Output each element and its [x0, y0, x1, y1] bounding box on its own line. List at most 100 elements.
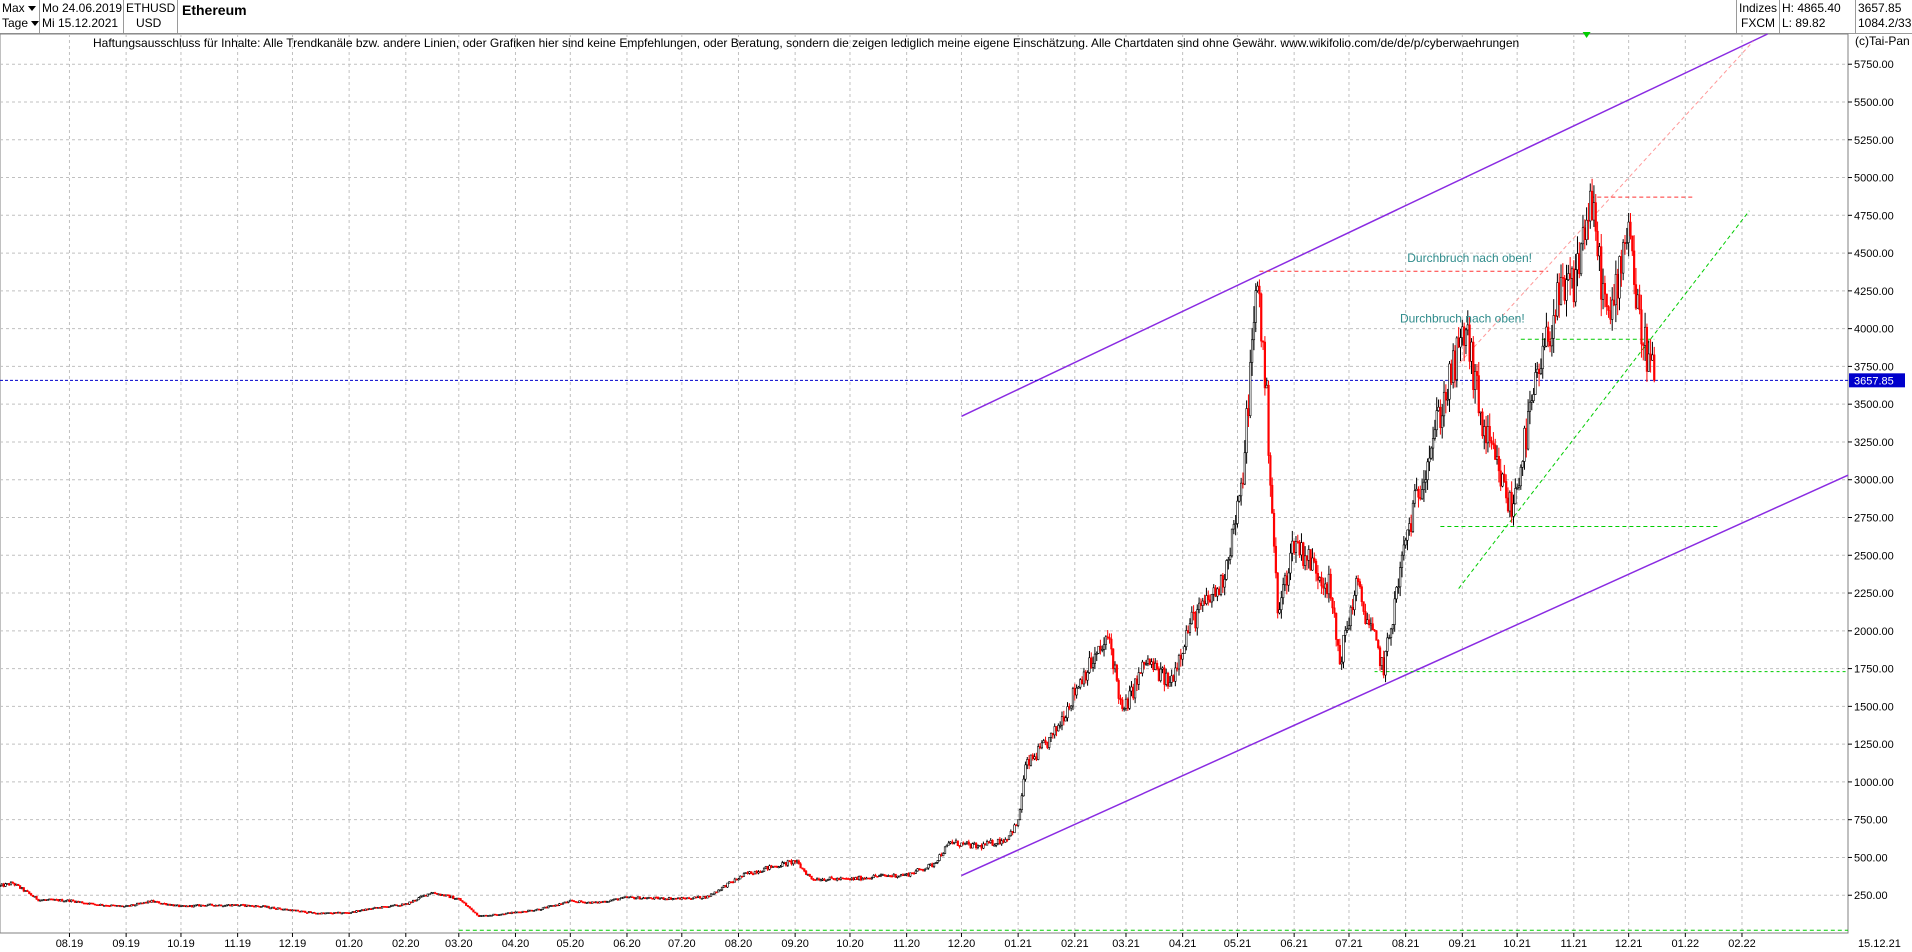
- candle-body: [1009, 831, 1012, 837]
- candle-body: [1135, 678, 1139, 685]
- candle-body: [874, 874, 877, 877]
- candle-body: [1576, 253, 1579, 270]
- candle-body: [276, 907, 279, 910]
- candle-body: [801, 867, 804, 870]
- candle-body: [666, 898, 669, 901]
- candle-body: [1097, 645, 1100, 654]
- x-tick-label: 06.21: [1280, 938, 1308, 950]
- candle-body: [143, 901, 146, 904]
- candle-body: [1075, 687, 1078, 696]
- candle-body: [282, 908, 285, 911]
- candle-body: [753, 870, 757, 875]
- candle-body: [128, 905, 131, 907]
- candle-body: [1545, 326, 1548, 347]
- interval-dropdown[interactable]: Tage: [2, 16, 40, 31]
- candle-body: [1351, 606, 1354, 611]
- candle-body: [247, 904, 250, 907]
- candle-body: [1163, 667, 1166, 685]
- candle-body: [900, 874, 903, 877]
- candle-body: [698, 895, 702, 899]
- candle-body: [232, 904, 236, 906]
- candle-body: [1057, 725, 1060, 732]
- candle-body: [1070, 705, 1073, 709]
- candle-body: [1380, 657, 1383, 666]
- candle-body: [1474, 370, 1477, 390]
- candle-body: [1503, 473, 1506, 482]
- candle-body: [508, 912, 512, 914]
- candle-body: [786, 860, 789, 866]
- candle-body: [1294, 541, 1298, 553]
- candle-body: [536, 908, 539, 911]
- candle-body: [44, 899, 47, 901]
- candle-body: [1534, 372, 1537, 395]
- candle-body: [355, 910, 358, 913]
- chevron-down-icon[interactable]: [27, 6, 36, 12]
- candle-body: [271, 906, 274, 909]
- candle-body: [90, 902, 93, 905]
- candle-body: [79, 901, 82, 904]
- candle-body: [218, 904, 221, 907]
- candle-body: [819, 879, 822, 882]
- candle-body: [817, 878, 820, 881]
- candle-body: [1197, 602, 1201, 610]
- candle-body: [229, 904, 232, 907]
- candle-body: [263, 905, 267, 908]
- candle-body: [1077, 686, 1080, 689]
- candle-body: [805, 870, 808, 875]
- chevron-down-icon[interactable]: [31, 21, 40, 27]
- candle-body: [1547, 326, 1550, 342]
- candle-body: [401, 903, 404, 907]
- candle-body: [1563, 277, 1566, 301]
- chart-annotations: Durchbruch nach oben! Durchbruch nach obe…: [1400, 32, 1591, 326]
- candle-body: [1516, 486, 1519, 489]
- candle-body: [688, 897, 691, 900]
- candle-body: [1282, 584, 1285, 599]
- candle-body: [547, 905, 550, 909]
- candle-body: [1254, 290, 1257, 323]
- candle-body: [1589, 190, 1592, 222]
- candle-body: [1331, 597, 1334, 609]
- candle-body: [1539, 368, 1543, 374]
- candle-body: [1399, 567, 1402, 588]
- candle-body: [762, 867, 766, 872]
- candle-body: [1377, 640, 1380, 649]
- candle-body: [115, 905, 119, 907]
- candle-body: [1645, 326, 1649, 372]
- candle-body: [1024, 764, 1027, 780]
- candle-body: [64, 900, 67, 903]
- candle-body: [847, 878, 850, 880]
- candle-body: [898, 875, 901, 878]
- range-dropdown[interactable]: Max: [2, 1, 36, 16]
- candle-body: [953, 842, 956, 844]
- candle-body: [130, 904, 133, 907]
- candle-body: [384, 906, 387, 908]
- source-bottom: FXCM: [1741, 16, 1775, 30]
- candle-body: [9, 881, 13, 886]
- candle-body: [1291, 540, 1294, 554]
- candle-body: [1132, 686, 1135, 699]
- candle-body: [733, 878, 736, 883]
- candle-body: [114, 904, 117, 907]
- candle-body: [1245, 408, 1248, 454]
- candle-body: [1400, 554, 1404, 568]
- candle-body: [324, 912, 327, 915]
- candle-body: [708, 895, 711, 898]
- candle-body: [97, 904, 100, 906]
- candle-body: [887, 875, 890, 877]
- y-tick-label: 1750.00: [1854, 664, 1894, 676]
- candle-body: [580, 900, 583, 903]
- candle-body: [859, 876, 863, 881]
- candle-body: [622, 896, 625, 899]
- x-tick-label: 11.20: [893, 938, 920, 950]
- candle-body: [720, 886, 724, 891]
- candle-body: [267, 905, 270, 909]
- candle-body: [1382, 657, 1385, 676]
- candle-body: [1490, 440, 1493, 444]
- candle-body: [435, 893, 438, 895]
- candle-body: [393, 904, 396, 907]
- candle-body: [1073, 688, 1076, 696]
- candle-body: [126, 905, 130, 907]
- candle-body: [1000, 840, 1003, 845]
- candle-body: [1139, 672, 1142, 674]
